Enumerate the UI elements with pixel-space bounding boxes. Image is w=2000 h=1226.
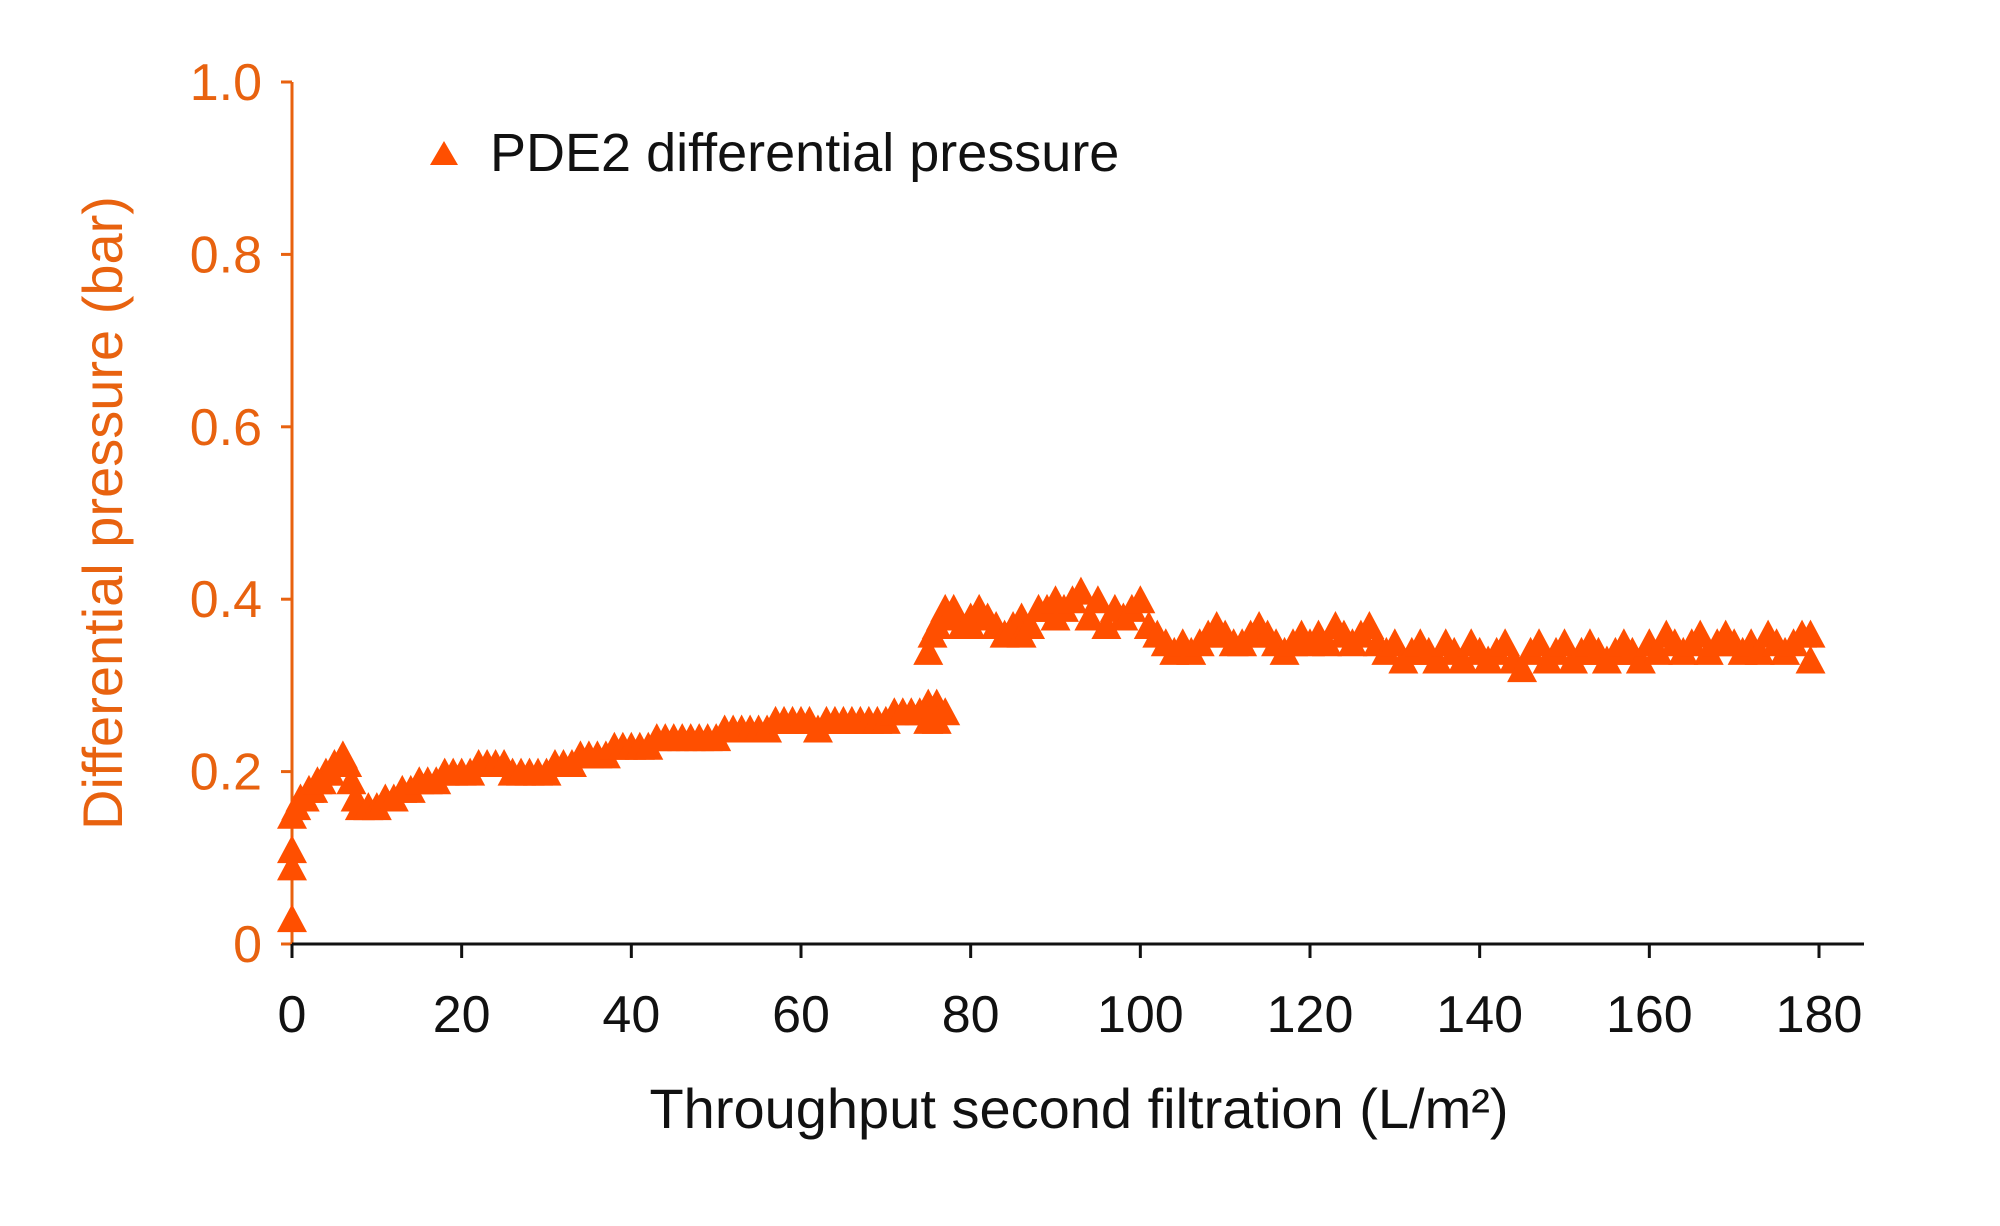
y-tick-label: 0.4: [190, 571, 262, 629]
data-point: [1074, 602, 1105, 631]
data-point: [1125, 585, 1156, 614]
data-point: [277, 835, 307, 864]
data-point: [332, 748, 363, 777]
x-tick-label: 180: [1776, 986, 1863, 1044]
data-point: [1311, 628, 1342, 657]
data-point: [336, 766, 367, 795]
x-tick-label: 100: [1097, 986, 1184, 1044]
x-tick-label: 160: [1606, 986, 1693, 1044]
legend-triangle-icon: [430, 141, 458, 165]
data-point: [955, 611, 986, 640]
data-point: [1422, 645, 1453, 674]
y-tick-label: 0.8: [190, 226, 262, 284]
x-tick-label: 80: [942, 986, 1000, 1044]
x-axis-title: Throughput second filtration (L/m²): [649, 1077, 1508, 1140]
x-tick-label: 60: [772, 986, 830, 1044]
data-point: [913, 636, 944, 665]
data-point: [1082, 585, 1113, 614]
data-point: [1015, 611, 1046, 640]
y-axis-ticks: 0 0.2 0.4 0.6 0.8 1.0: [190, 54, 292, 974]
data-point: [913, 705, 944, 734]
data-point: [277, 904, 307, 933]
x-tick-label: 140: [1436, 986, 1523, 1044]
data-point: [1507, 654, 1538, 683]
x-tick-label: 40: [602, 986, 660, 1044]
y-tick-label: 0.6: [190, 399, 262, 457]
data-point: [1065, 576, 1096, 605]
y-tick-label: 1.0: [190, 54, 262, 112]
data-point: [1744, 636, 1775, 665]
data-point: [1091, 611, 1122, 640]
data-point: [277, 852, 307, 881]
x-tick-label: 0: [278, 986, 307, 1044]
x-tick-label: 120: [1267, 986, 1354, 1044]
data-markers: [277, 576, 1826, 933]
legend: PDE2 differential pressure: [430, 123, 1119, 183]
data-point: [1795, 645, 1826, 674]
data-point: [1447, 645, 1478, 674]
legend-label: PDE2 differential pressure: [490, 123, 1119, 183]
x-axis-ticks: 0 20 40 60 80 100 120 140 160 180: [278, 944, 1863, 1044]
data-point: [1625, 645, 1656, 674]
y-tick-label: 0.2: [190, 744, 262, 802]
data-point: [1642, 636, 1673, 665]
y-tick-label: 0: [233, 916, 262, 974]
y-axis-title: Differential pressure (bar): [71, 196, 134, 830]
data-point: [1795, 619, 1826, 648]
x-tick-label: 20: [433, 986, 491, 1044]
